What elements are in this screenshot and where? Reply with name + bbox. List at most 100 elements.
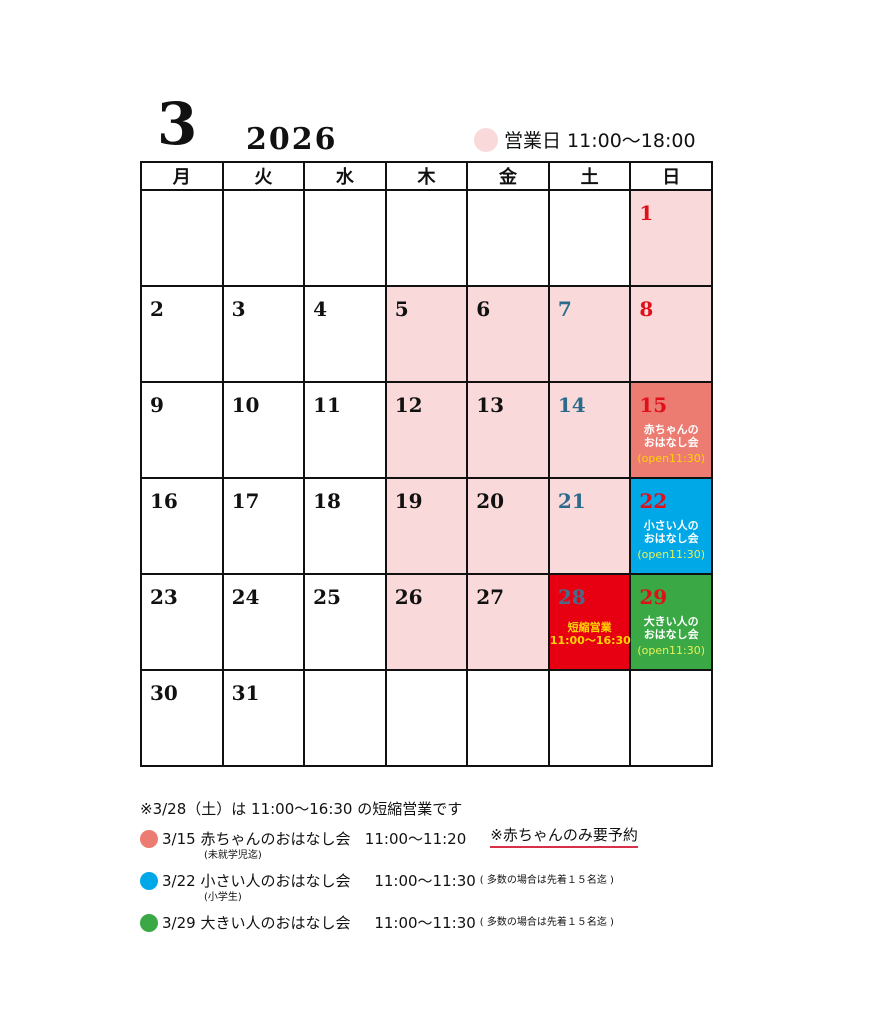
day-number: 1 — [639, 201, 654, 225]
week-row: 2 3 4 5 6 7 8 — [140, 285, 713, 383]
short-hours-note: ※3/28（土）は 11:00〜16:30 の短縮営業です — [140, 800, 463, 818]
weekday-header: 木 — [384, 161, 469, 191]
month-number: 3 — [157, 90, 198, 158]
event-title: 大きい人のおはなし会 — [200, 914, 351, 932]
day-number: 11 — [313, 393, 341, 417]
day-number: 2 — [150, 297, 164, 321]
week-row: 1 — [140, 189, 713, 287]
day-cell: 23 — [140, 573, 224, 671]
empty-cell — [547, 189, 632, 287]
day-number: 13 — [476, 393, 505, 417]
event-date: 3/22 — [162, 872, 196, 890]
day-number: 9 — [150, 393, 164, 417]
day-cell: 30 — [140, 669, 224, 767]
day-cell: 22 小さい人の おはなし会 (open11:30) — [629, 477, 713, 575]
open-day-legend: 営業日 11:00〜18:00 — [474, 126, 696, 153]
weekday-header: 日 — [629, 161, 713, 191]
event-date: 3/15 — [162, 830, 196, 848]
day-number: 3 — [231, 297, 246, 321]
day-number: 12 — [394, 393, 423, 417]
small-dot-icon — [140, 872, 158, 890]
empty-cell — [466, 189, 550, 287]
day-cell: 24 — [221, 573, 306, 671]
day-number: 24 — [231, 585, 260, 609]
event-ruby: (未就学児迄) — [204, 850, 262, 861]
weekday-header: 水 — [303, 161, 387, 191]
day-cell: 18 — [303, 477, 387, 575]
day-cell: 12 — [384, 381, 469, 479]
day-cell: 31 — [221, 669, 306, 767]
capacity-note: ( 多数の場合は先着１５名迄 ) — [479, 875, 614, 886]
day-number: 6 — [476, 297, 491, 321]
weekday-header: 月 — [140, 161, 224, 191]
event-line: おはなし会 — [643, 532, 699, 545]
empty-cell — [466, 669, 550, 767]
reservation-note: ※赤ちゃんのみ要予約 — [490, 826, 638, 848]
weekday-header: 火 — [221, 161, 306, 191]
day-number: 30 — [150, 681, 178, 705]
day-cell: 19 — [384, 477, 469, 575]
day-cell: 5 — [384, 285, 469, 383]
big-dot-icon — [140, 914, 158, 932]
week-row: 16 17 18 19 20 21 22 小さい人の おはなし会 (open11:30) — [140, 477, 713, 575]
empty-cell — [384, 189, 469, 287]
day-number: 31 — [231, 681, 260, 705]
day-number: 5 — [394, 297, 409, 321]
day-number: 19 — [394, 489, 423, 513]
day-number: 28 — [557, 585, 586, 609]
day-number: 20 — [476, 489, 505, 513]
event-label: 大きい人の おはなし会 (open11:30) — [631, 615, 711, 657]
event-line: 小さい人の — [643, 519, 699, 532]
day-number: 23 — [150, 585, 178, 609]
empty-cell — [547, 669, 632, 767]
day-cell: 25 — [303, 573, 387, 671]
event-time: 11:00〜11:20 — [364, 830, 467, 848]
year: 2026 — [246, 122, 338, 157]
day-cell: 26 — [384, 573, 469, 671]
day-cell: 13 — [466, 381, 550, 479]
event-line: 短縮営業 — [567, 621, 612, 634]
day-cell: 8 — [629, 285, 713, 383]
day-cell: 10 — [221, 381, 306, 479]
day-cell: 28 短縮営業 11:00〜16:30 — [547, 573, 632, 671]
day-cell: 27 — [466, 573, 550, 671]
day-cell: 2 — [140, 285, 224, 383]
capacity-note: ( 多数の場合は先着１５名迄 ) — [479, 917, 614, 928]
day-number: 10 — [231, 393, 260, 417]
event-note-small: (未就学児迄) 3/22 小さい人のおはなし会 11:00〜11:30 ( 多数… — [140, 850, 638, 890]
event-time: 11:00〜11:30 — [374, 914, 476, 932]
empty-cell — [140, 189, 224, 287]
event-time: 11:00〜11:30 — [374, 872, 476, 890]
event-label: 短縮営業 11:00〜16:30 — [549, 621, 631, 647]
day-number: 17 — [231, 489, 260, 513]
day-number: 15 — [639, 393, 668, 417]
empty-cell — [303, 189, 387, 287]
day-number: 26 — [394, 585, 423, 609]
event-line: おはなし会 — [643, 436, 699, 449]
day-cell: 7 — [547, 285, 632, 383]
day-number: 8 — [639, 297, 654, 321]
event-line: (open11:30) — [637, 452, 706, 465]
day-cell: 1 — [629, 189, 713, 287]
week-row: 30 31 — [140, 669, 713, 767]
event-line: (open11:30) — [637, 548, 706, 561]
event-label: 赤ちゃんの おはなし会 (open11:30) — [631, 423, 711, 465]
week-row: 9 10 11 12 13 14 15 赤ちゃんの おはなし会 (open11:30) — [140, 381, 713, 479]
event-label: 小さい人の おはなし会 (open11:30) — [631, 519, 711, 561]
day-number: 7 — [557, 297, 572, 321]
day-cell: 15 赤ちゃんの おはなし会 (open11:30) — [629, 381, 713, 479]
day-cell: 17 — [221, 477, 306, 575]
day-cell: 21 — [547, 477, 632, 575]
calendar-grid: 月火水木金土日 1 2 3 4 5 6 7 8 9 10 11 12 13 14 15 赤ちゃんの おはなし会(… — [140, 161, 713, 767]
event-line: 11:00〜16:30 — [549, 634, 631, 647]
empty-cell — [629, 669, 713, 767]
day-number: 21 — [557, 489, 586, 513]
event-line: 赤ちゃんの — [643, 423, 699, 436]
day-number: 18 — [313, 489, 341, 513]
day-cell: 14 — [547, 381, 632, 479]
day-number: 16 — [150, 489, 178, 513]
day-number: 14 — [557, 393, 586, 417]
notes: ※3/28（土）は 11:00〜16:30 の短縮営業です 3/15 赤ちゃんの… — [140, 790, 638, 934]
empty-cell — [303, 669, 387, 767]
event-note-baby: 3/15 赤ちゃんのおはなし会 11:00〜11:20 ※赤ちゃんのみ要予約 — [140, 820, 638, 848]
